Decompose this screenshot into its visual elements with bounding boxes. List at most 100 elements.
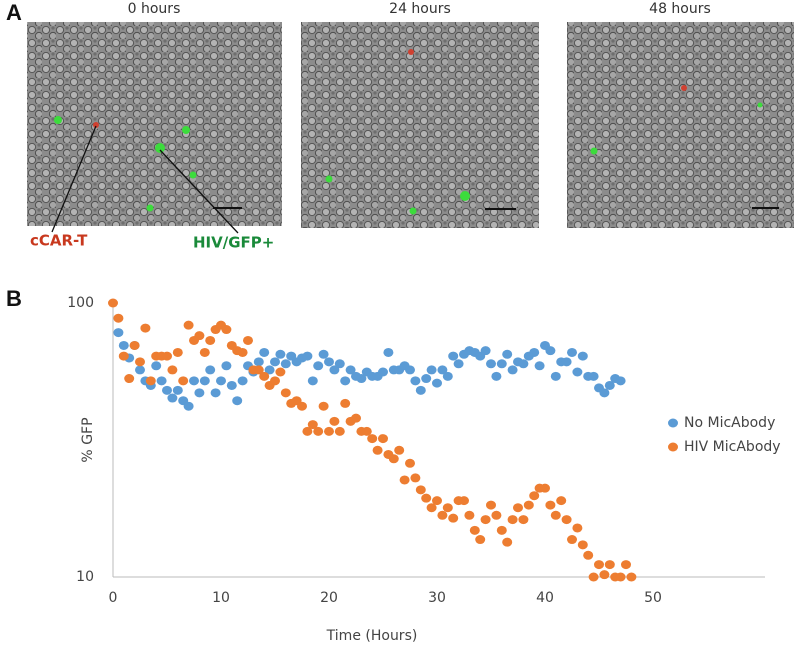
image-label: 24 hours (389, 1, 451, 17)
point (437, 365, 448, 375)
point (405, 365, 415, 375)
point (421, 493, 432, 503)
legend-marker (668, 418, 678, 428)
point (507, 365, 518, 375)
point (378, 434, 388, 444)
point (394, 445, 405, 455)
point (167, 365, 178, 375)
x-axis-title: Time (Hours) (326, 628, 418, 644)
point (113, 313, 124, 323)
point (345, 365, 356, 375)
point (313, 361, 324, 371)
point (491, 510, 502, 520)
image-label: 0 hours (128, 1, 181, 17)
point (545, 346, 556, 356)
point (183, 320, 194, 330)
point (442, 503, 453, 513)
point (480, 515, 491, 525)
point (572, 523, 583, 533)
point (615, 572, 626, 582)
point (183, 401, 194, 411)
point (486, 359, 496, 369)
point (270, 357, 280, 367)
point (253, 365, 264, 375)
point (556, 496, 567, 506)
point (302, 351, 313, 361)
point (318, 401, 329, 411)
point (162, 351, 172, 361)
point (383, 347, 394, 357)
point (361, 426, 372, 436)
point (307, 420, 318, 430)
point (302, 426, 313, 436)
point (572, 367, 583, 377)
point (313, 426, 324, 436)
point (502, 537, 513, 547)
point (297, 401, 307, 411)
point (583, 550, 594, 560)
point (561, 515, 572, 525)
point (151, 361, 162, 371)
point (167, 393, 178, 403)
point (496, 359, 507, 369)
micrograph (567, 22, 794, 228)
point (561, 357, 572, 367)
point (135, 357, 145, 367)
point (448, 513, 459, 523)
point (226, 380, 237, 390)
point (259, 371, 270, 381)
point (426, 503, 437, 513)
pointer (51, 125, 97, 233)
point (491, 371, 502, 381)
point (372, 445, 383, 455)
point (415, 385, 426, 395)
point (588, 572, 599, 582)
y-axis-title: % GFP (80, 417, 96, 462)
y-tick-label: 10 (76, 569, 94, 585)
point (307, 376, 318, 386)
y-tick-label: 100 (67, 295, 94, 311)
micrograph (27, 22, 282, 226)
point (432, 378, 442, 388)
point (437, 510, 448, 520)
point (529, 491, 540, 501)
point (118, 351, 129, 361)
point (567, 535, 577, 545)
point (189, 376, 199, 386)
point (594, 560, 604, 570)
panel-letter: A (6, 0, 22, 25)
legend-label: No MicAbody (684, 415, 775, 431)
point (216, 376, 226, 386)
point (502, 349, 513, 359)
point (545, 500, 556, 510)
point (518, 359, 529, 369)
point (324, 426, 334, 436)
point (340, 398, 351, 408)
point (113, 328, 124, 338)
point (442, 371, 453, 381)
point (448, 351, 459, 361)
pointer (159, 149, 239, 234)
point (513, 503, 523, 513)
point (199, 347, 210, 357)
point (221, 325, 232, 335)
point (118, 340, 129, 350)
point (270, 376, 280, 386)
annotation: cCAR-T (30, 232, 88, 250)
point (275, 349, 286, 359)
point (577, 540, 588, 550)
point (145, 376, 156, 386)
point (172, 385, 183, 395)
point (604, 380, 615, 390)
micrograph (301, 22, 539, 228)
legend-label: HIV MicAbody (684, 439, 781, 455)
point (388, 454, 399, 464)
x-tick-label: 40 (536, 590, 554, 606)
point (518, 515, 529, 525)
point (280, 388, 291, 398)
point (464, 510, 475, 520)
point (172, 347, 183, 357)
point (615, 376, 626, 386)
